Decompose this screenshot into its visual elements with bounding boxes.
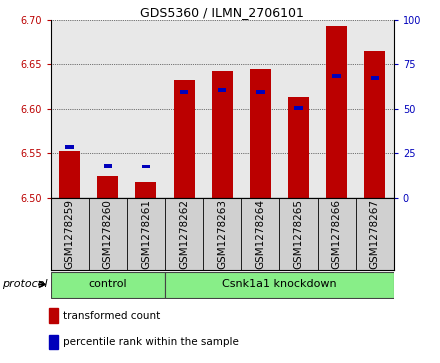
Bar	[326, 26, 347, 198]
Text: GSM1278264: GSM1278264	[255, 199, 265, 269]
Text: transformed count: transformed count	[63, 311, 161, 321]
Bar	[103, 164, 112, 168]
Bar	[49, 308, 58, 323]
Bar	[49, 335, 58, 350]
Bar	[97, 176, 118, 198]
Text: GSM1278259: GSM1278259	[65, 199, 75, 269]
Bar	[370, 76, 379, 79]
Bar	[142, 165, 150, 168]
Text: percentile rank within the sample: percentile rank within the sample	[63, 337, 239, 347]
Text: GSM1278262: GSM1278262	[179, 199, 189, 269]
Text: GSM1278260: GSM1278260	[103, 199, 113, 269]
Text: GSM1278263: GSM1278263	[217, 199, 227, 269]
Bar	[218, 89, 227, 92]
Bar	[332, 74, 341, 78]
Text: control: control	[88, 280, 127, 289]
Text: GSM1278266: GSM1278266	[332, 199, 341, 269]
Bar	[174, 79, 194, 198]
Bar	[250, 69, 271, 198]
Title: GDS5360 / ILMN_2706101: GDS5360 / ILMN_2706101	[140, 6, 304, 19]
Text: GSM1278265: GSM1278265	[293, 199, 304, 269]
Text: GSM1278267: GSM1278267	[370, 199, 380, 269]
Bar	[288, 97, 309, 198]
Bar	[294, 106, 303, 110]
Text: Csnk1a1 knockdown: Csnk1a1 knockdown	[222, 280, 337, 289]
FancyBboxPatch shape	[51, 272, 165, 298]
Bar	[66, 145, 74, 149]
Bar	[364, 51, 385, 198]
Bar	[59, 151, 80, 198]
Bar	[212, 71, 233, 198]
Text: protocol: protocol	[3, 278, 48, 289]
Bar	[136, 182, 157, 198]
Bar	[180, 90, 188, 94]
Bar	[256, 90, 264, 94]
Text: GSM1278261: GSM1278261	[141, 199, 151, 269]
FancyBboxPatch shape	[165, 272, 394, 298]
